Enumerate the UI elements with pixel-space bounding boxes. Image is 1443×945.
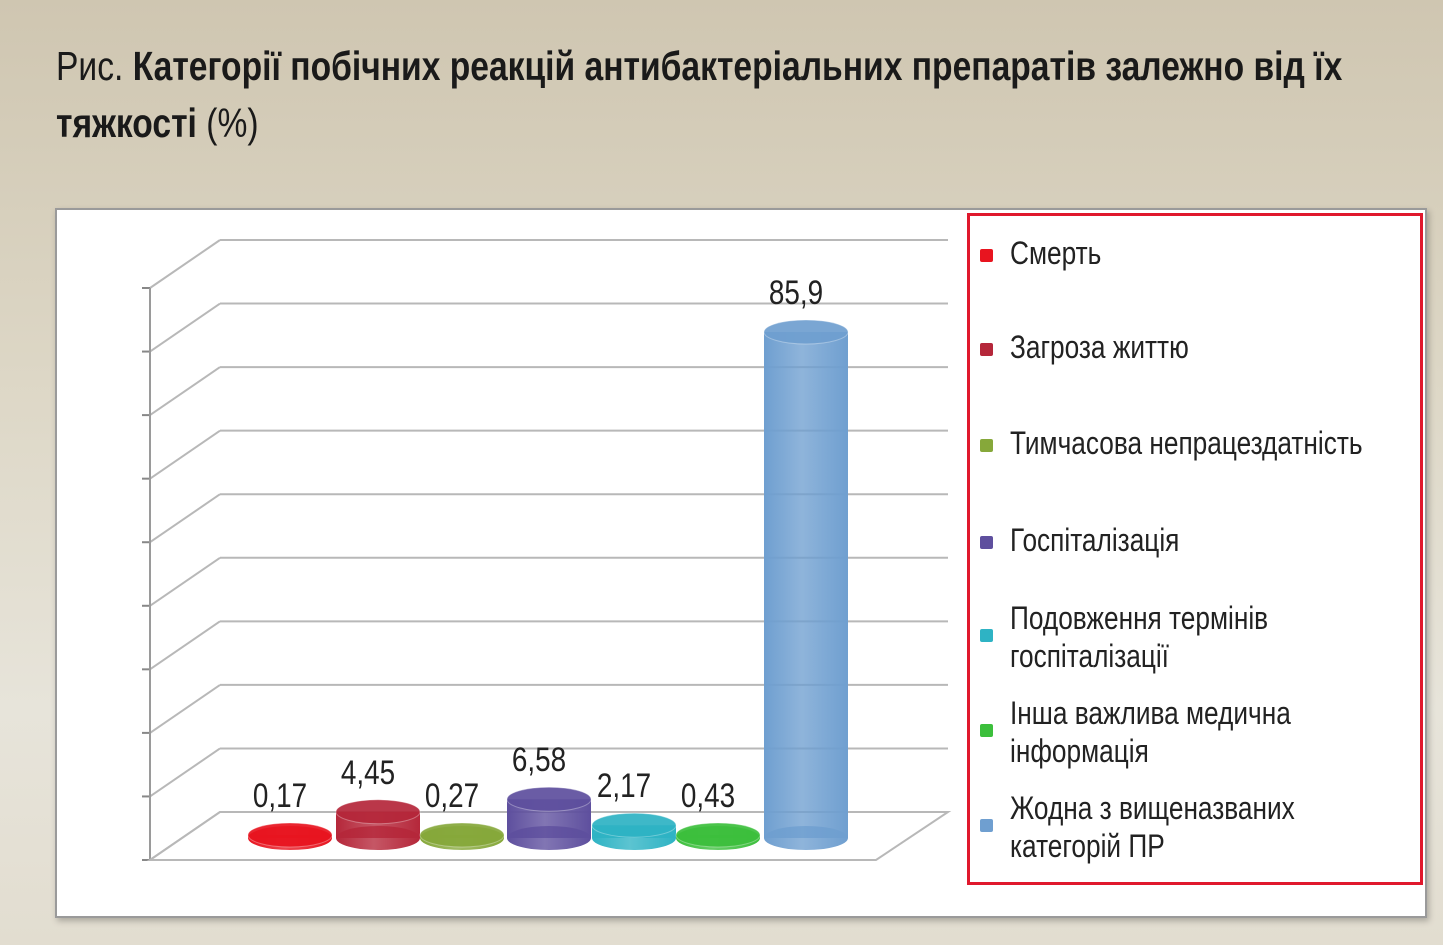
data-labels-layer: 0,17 4,45 0,27 6,58 2,17 0,43 85,9 [253,273,823,814]
grid-diagonal [149,366,221,416]
data-label: 0,27 [425,776,479,814]
bar [506,786,592,850]
legend-label: Тимчасова непрацездатність [1010,425,1363,461]
chart-title: Рис. Категорії побічних реакцій антибакт… [56,38,1401,152]
legend-swatch [980,629,993,642]
bar [419,822,505,850]
grid-diagonal [149,239,221,289]
grid-diagonal [149,429,221,480]
legend-swatch [980,249,993,262]
grid-diagonal [149,556,221,607]
bar [763,319,849,850]
figure-label: Рис. [56,43,124,89]
data-label: 6,58 [512,741,566,779]
data-label: 85,9 [769,273,823,311]
legend-label: Жодна з вищеназваних категорій ПР [1010,790,1295,864]
data-label: 4,45 [341,753,395,791]
legend-swatch [980,343,993,356]
bar [591,812,677,850]
title-text: Категорії побічних реакцій антибактеріал… [56,43,1343,146]
grid-diagonal [149,493,221,544]
data-label: 2,17 [597,767,651,805]
bar [675,822,761,850]
bars-layer [247,319,849,850]
grid-diagonal [149,684,221,734]
data-label: 0,43 [681,776,735,814]
grid-diagonal [149,620,221,671]
bar [247,822,333,850]
legend-label: Госпіталізація [1010,522,1180,558]
legend-label: Інша важлива медична інформація [1010,695,1291,769]
bar [335,799,421,850]
legend-label: Подовження термінів госпіталізації [1010,600,1269,674]
legend-swatch [980,536,993,549]
legend-swatch [980,724,993,737]
legend-swatch [980,439,993,452]
grid-diagonal [149,302,221,353]
data-label: 0,17 [253,776,307,814]
legend: Смерть Загроза життю Тимчасова непрацездат… [967,213,1423,885]
title-unit: (%) [206,100,259,146]
legend-swatch [980,819,993,832]
grid-diagonal [149,747,221,798]
legend-label: Смерть [1010,235,1102,271]
legend-label: Загроза життю [1010,329,1189,365]
